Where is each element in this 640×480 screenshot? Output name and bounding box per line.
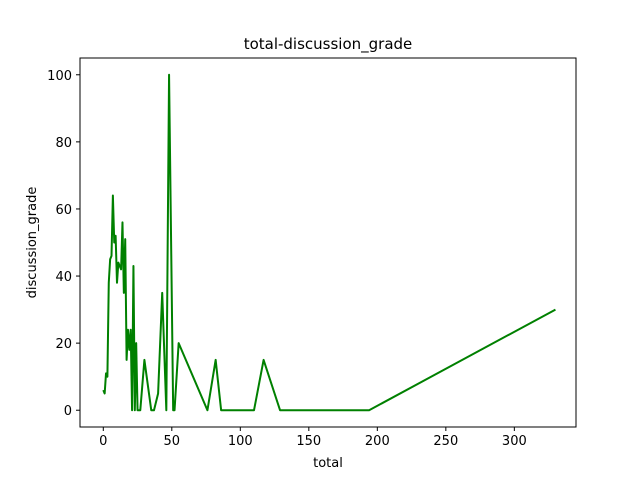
x-tick-label: 0	[99, 434, 107, 449]
x-tick-label: 250	[433, 434, 458, 449]
y-tick-label: 100	[47, 69, 72, 84]
y-axis-ticks: 0 20 40 60 80 100	[47, 69, 80, 419]
y-tick-label: 20	[55, 337, 72, 352]
y-tick-label: 40	[55, 270, 72, 285]
x-tick-label: 100	[228, 434, 253, 449]
series-line	[102, 73, 556, 412]
x-axis-ticks: 0 50 100 150 200 250 300	[99, 427, 527, 449]
y-tick-label: 0	[64, 404, 72, 419]
plot-area-frame	[79, 57, 577, 428]
x-tick-label: 50	[164, 434, 181, 449]
y-tick-label: 60	[55, 203, 72, 218]
x-tick-label: 200	[365, 434, 390, 449]
x-tick-label: 150	[296, 434, 321, 449]
x-axis-label: total	[313, 456, 343, 471]
x-tick-label: 300	[502, 434, 527, 449]
y-axis-label: discussion_grade	[25, 187, 40, 299]
y-tick-label: 80	[55, 136, 72, 151]
chart-title: total-discussion_grade	[244, 35, 413, 54]
